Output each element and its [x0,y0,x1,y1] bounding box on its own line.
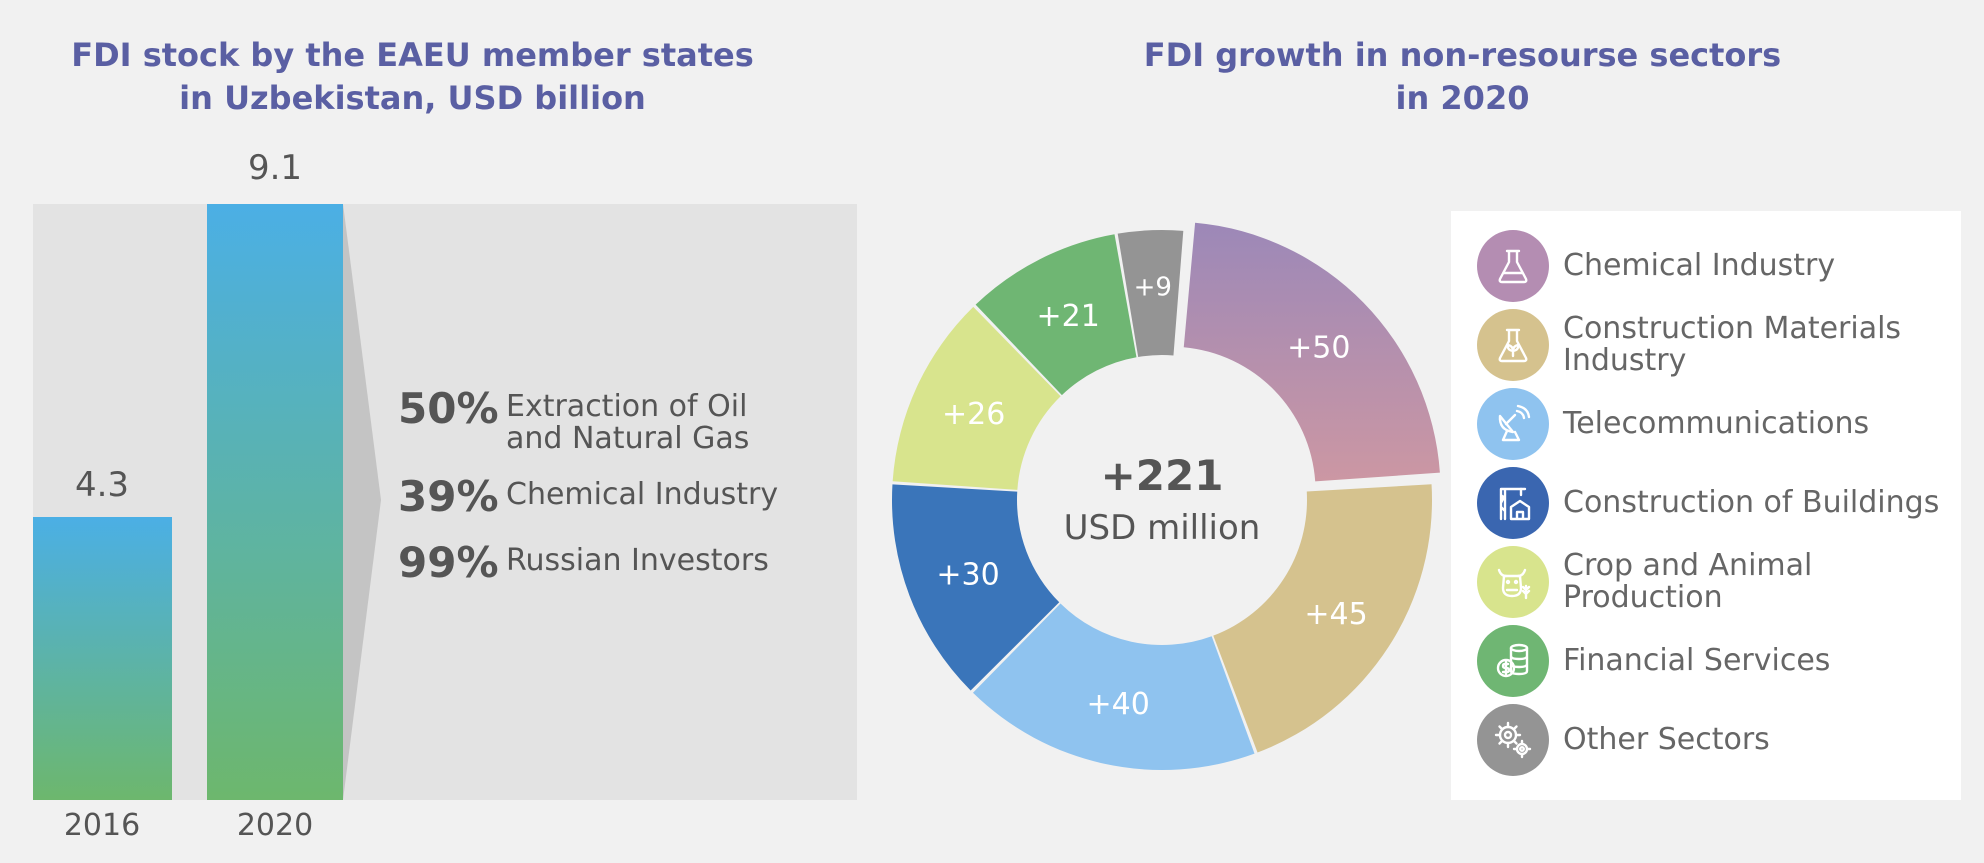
right-chart-title: FDI growth in non-resourse sectors in 20… [1040,34,1885,120]
legend-item-telecommunications: Telecommunications [1477,388,1869,460]
legend-label-line: Construction Materials [1563,311,1902,346]
stat-label-line: Russian Investors [506,543,769,578]
bar-2016 [33,517,172,800]
stat-oil-gas: 50% Extraction of Oil and Natural Gas [398,385,848,455]
cow-wheat-icon [1477,546,1549,618]
stats-list: 50% Extraction of Oil and Natural Gas 39… [398,385,848,605]
donut-chart: +50 +45 +40 +30 +26 +21 +9 +221 USD million [892,222,1440,771]
legend-label: Telecommunications [1563,408,1869,440]
legend-label-line: Construction of Buildings [1563,485,1940,520]
legend-item-other: Other Sectors [1477,704,1770,776]
stat-pct: 50% [398,384,499,433]
legend-label-line: Chemical Industry [1563,248,1836,283]
legend-label: Financial Services [1563,645,1830,677]
flask-icon [1477,230,1549,302]
donut-data-label: +9 [1134,273,1172,303]
gears-icon [1477,704,1549,776]
left-title-line-2: in Uzbekistan, USD billion [179,79,646,117]
donut-slice-crop-and-animal-production [892,306,1061,490]
legend-label: Other Sectors [1563,724,1770,756]
legend-label-line: Production [1563,580,1723,615]
bar-value-2016: 4.3 [74,465,130,505]
legend-label: Crop and Animal Production [1563,550,1812,614]
legend-item-crop-animal: Crop and Animal Production [1477,546,1812,618]
stat-russian-investors: 99% Russian Investors [398,539,848,587]
legend-label-line: Other Sectors [1563,722,1770,757]
bar-category-2016: 2016 [63,808,141,843]
bar-value-2020: 9.1 [247,148,303,188]
stat-chemical: 39% Chemical Industry [398,473,848,521]
bar-2020 [207,204,343,800]
donut-slice-other-sectors [1117,230,1184,357]
satellite-dish-icon [1477,388,1549,460]
donut-data-label: +21 [1036,299,1099,334]
bar-callout-arrow [343,204,381,800]
legend-label-line: Crop and Animal [1563,548,1813,583]
stat-label-line: Chemical Industry [506,477,779,512]
donut-data-label: +30 [936,558,999,593]
donut-data-label: +26 [942,397,1005,432]
stat-pct: 39% [398,472,499,521]
coins-icon [1477,625,1549,697]
legend-item-construction-buildings: Construction of Buildings [1477,467,1939,539]
legend-item-chemical: Chemical Industry [1477,230,1835,302]
bar-category-2020: 2020 [236,808,314,843]
left-chart-title: FDI stock by the EAEU member states in U… [0,34,825,120]
legend-panel: Chemical Industry Construction Materials… [1451,211,1961,800]
stat-label: Chemical Industry [506,473,778,511]
right-title-line-2: in 2020 [1395,79,1530,117]
legend-label: Construction Materials Industry [1563,313,1901,377]
stat-label-line: Extraction of Oil [506,389,748,424]
right-title-line-1: FDI growth in non-resourse sectors [1143,36,1782,74]
stat-label-line: and Natural Gas [506,421,750,456]
donut-slice-chemical-industry [1183,222,1440,482]
donut-total-value: +221 [1101,451,1224,500]
stat-label: Russian Investors [506,539,769,577]
legend-label: Construction of Buildings [1563,487,1939,519]
donut-slice-financial-services [975,234,1137,396]
legend-label: Chemical Industry [1563,250,1835,282]
stat-pct: 99% [398,538,499,587]
donut-slice-telecommunications [972,603,1255,771]
donut-data-label: +45 [1304,597,1367,632]
donut-data-label: +40 [1086,687,1149,722]
legend-label-line: Telecommunications [1563,406,1870,441]
donut-slice-construction-materials-industry [1213,484,1432,753]
legend-item-financial: Financial Services [1477,625,1830,697]
crane-building-icon [1477,467,1549,539]
flask-leaf-icon [1477,309,1549,381]
legend-item-construction-materials: Construction Materials Industry [1477,309,1901,381]
legend-label-line: Industry [1563,343,1687,378]
left-title-line-1: FDI stock by the EAEU member states [71,36,754,74]
donut-total-unit: USD million [1064,508,1261,548]
donut-data-label: +50 [1287,330,1350,365]
legend-label-line: Financial Services [1563,643,1831,678]
donut-slice-construction-of-buildings [892,484,1060,691]
stat-label: Extraction of Oil and Natural Gas [506,385,749,455]
